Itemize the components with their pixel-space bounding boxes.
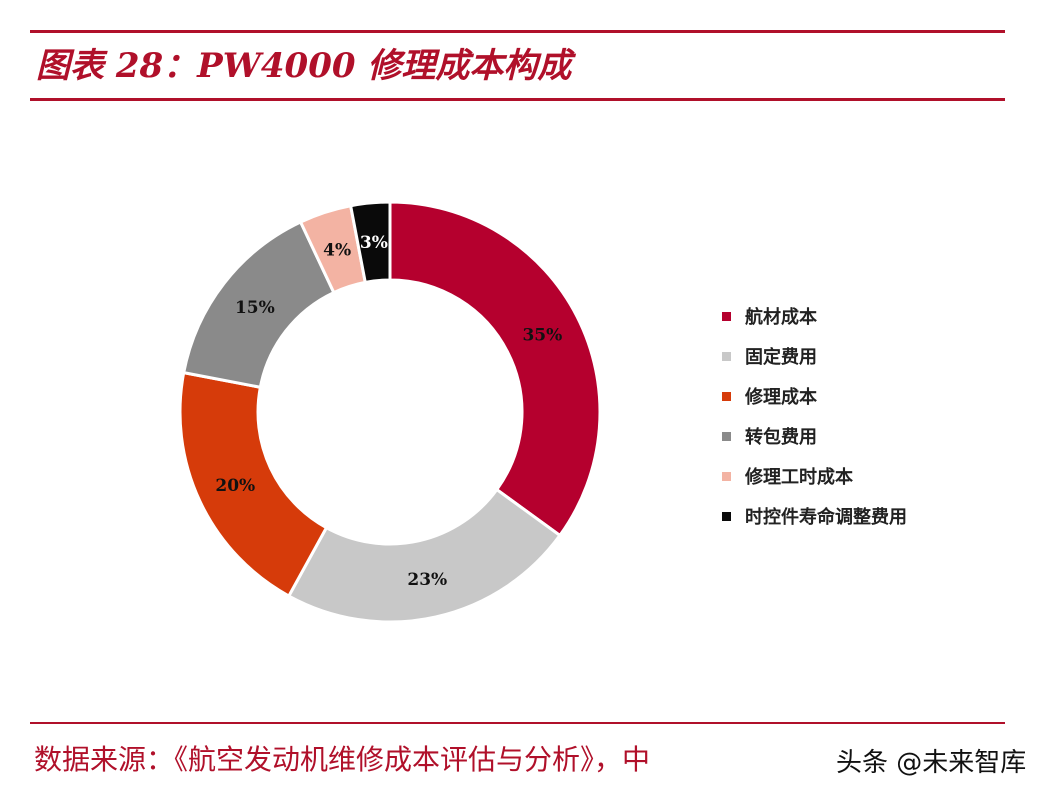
legend-item: 转包费用: [722, 416, 1022, 456]
watermark-text: 头条 @未来智库: [836, 743, 1027, 783]
legend-item: 修理工时成本: [722, 456, 1022, 496]
chart-legend: 航材成本固定费用修理成本转包费用修理工时成本时控件寿命调整费用: [722, 296, 1022, 536]
legend-label: 时控件寿命调整费用: [745, 507, 907, 528]
legend-swatch: [722, 431, 731, 441]
legend-item: 时控件寿命调整费用: [722, 496, 1022, 536]
legend-swatch: [722, 511, 731, 521]
data-label-2: 23%: [407, 570, 447, 590]
data-label-1: 35%: [522, 325, 562, 345]
legend-swatch: [722, 391, 731, 401]
legend-item: 航材成本: [722, 296, 1022, 336]
legend-item: 固定费用: [722, 336, 1022, 376]
title-top-rule: [30, 30, 1005, 33]
data-label-3: 20%: [215, 476, 255, 496]
legend-label: 固定费用: [745, 347, 817, 368]
legend-swatch: [722, 351, 731, 361]
donut-slice-1: [388, 200, 602, 538]
legend-item: 修理成本: [722, 376, 1022, 416]
data-label-6: 3%: [360, 233, 388, 253]
data-label-4: 15%: [235, 298, 275, 318]
legend-swatch: [722, 311, 731, 321]
donut-slice-2: [286, 487, 562, 624]
data-label-5: 4%: [323, 240, 351, 260]
title-bottom-rule: [30, 98, 1005, 101]
legend-label: 转包费用: [745, 427, 817, 448]
legend-label: 修理工时成本: [745, 467, 853, 488]
data-source-note: 数据来源：《航空发动机维修成本评估与分析》，中: [34, 743, 651, 776]
footer-rule: [30, 722, 1005, 724]
legend-label: 航材成本: [745, 307, 817, 328]
legend-label: 修理成本: [745, 387, 817, 408]
legend-swatch: [722, 471, 731, 481]
chart-title: 图表 28：PW4000 修理成本构成: [36, 46, 572, 86]
donut-slice-6: [348, 200, 392, 285]
